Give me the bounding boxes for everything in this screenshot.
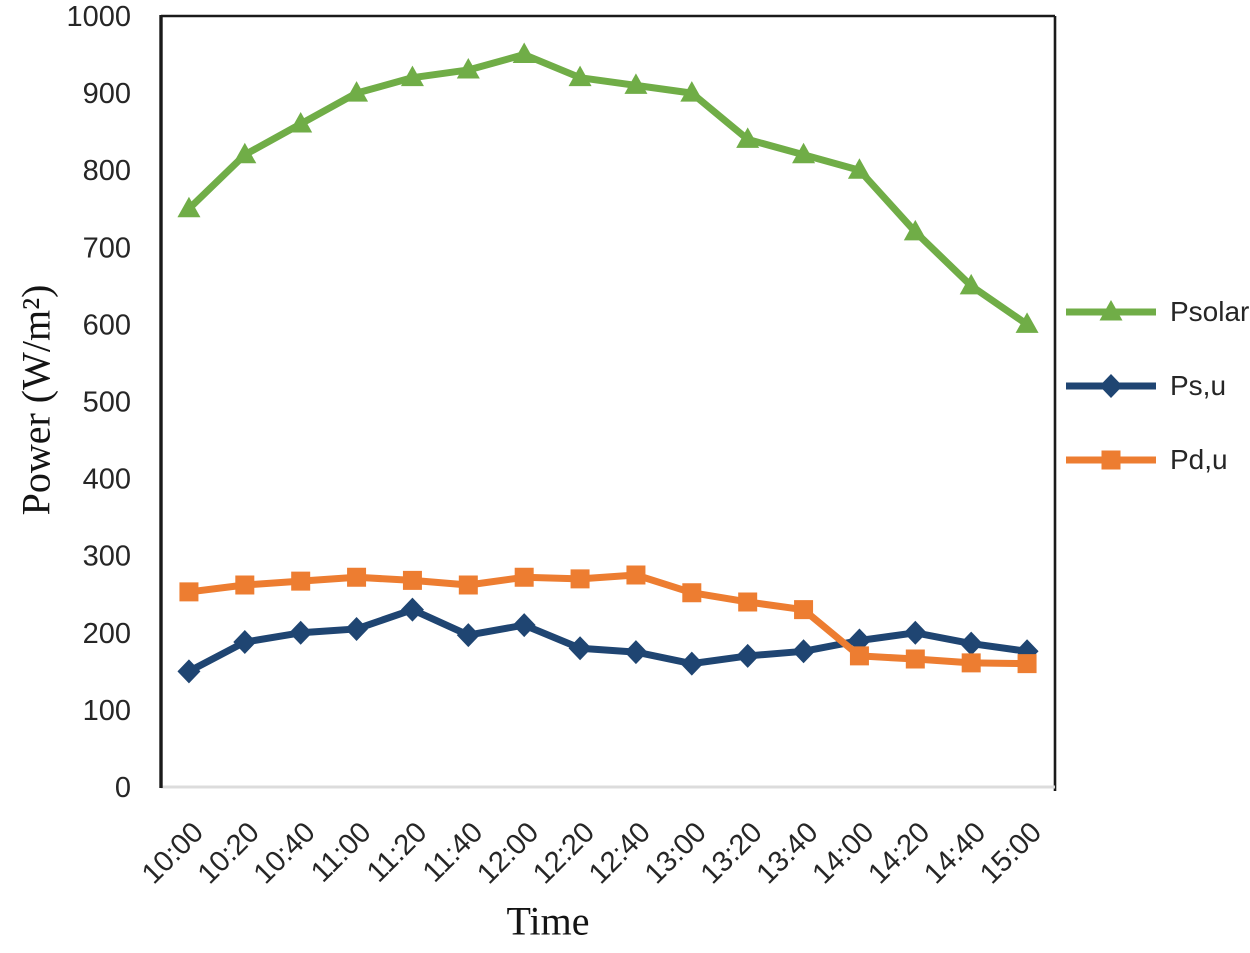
x-tick-label: 14:20 xyxy=(862,816,936,890)
x-tick-label: 11:20 xyxy=(361,816,433,888)
y-tick-label: 800 xyxy=(83,155,131,187)
data-point-Pd,u xyxy=(179,582,199,602)
x-tick-label: 11:40 xyxy=(417,816,489,888)
x-tick-label: 12:40 xyxy=(583,816,657,890)
series-line-Psolar xyxy=(185,51,1031,328)
legend-label-psolar: Psolar xyxy=(1170,296,1250,327)
psu-line-marker-swatch xyxy=(1066,374,1156,398)
data-point-Psolar xyxy=(512,42,536,64)
data-point-Pd,u xyxy=(514,567,534,587)
data-point-Psolar xyxy=(456,57,480,79)
data-point-Pd,u xyxy=(849,646,869,666)
data-point-Psolar xyxy=(847,158,871,179)
x-tick-label: 10:20 xyxy=(192,816,266,890)
legend-item-psolar: Psolar xyxy=(1064,288,1249,336)
data-point-Ps,u xyxy=(959,631,983,656)
data-point-Pd,u xyxy=(402,570,422,590)
data-point-Ps,u xyxy=(568,636,592,661)
x-tick-label: 14:00 xyxy=(806,816,880,890)
y-axis-title: Power (W/m²) xyxy=(13,284,59,516)
y-tick-label: 500 xyxy=(83,387,131,419)
data-point-Psolar xyxy=(177,196,201,218)
legend-item-psu: Ps,u xyxy=(1064,362,1249,410)
legend-item-pdu: Pd,u xyxy=(1064,436,1249,484)
data-point-Pd,u xyxy=(794,600,814,620)
y-tick-label: 200 xyxy=(83,618,131,650)
legend-marker-Pd,u xyxy=(1101,450,1121,470)
data-point-Pd,u xyxy=(347,567,367,587)
y-tick-label: 400 xyxy=(83,464,131,496)
data-point-Psolar xyxy=(289,111,313,133)
pdu-line-marker-swatch xyxy=(1066,450,1156,470)
y-tick-label: 300 xyxy=(83,541,131,573)
x-tick-label: 13:00 xyxy=(639,816,713,890)
x-axis-title: Time xyxy=(506,898,590,944)
data-point-Psolar xyxy=(792,142,816,164)
x-tick-label: 13:20 xyxy=(695,816,769,890)
data-point-Pd,u xyxy=(961,653,981,673)
data-point-Pd,u xyxy=(570,569,590,589)
data-point-Ps,u xyxy=(512,613,536,638)
chart-legend: Psolar Ps,u Pd,u xyxy=(1064,288,1249,484)
series-line-Pd,u xyxy=(185,571,1031,668)
x-tick-label: 11:00 xyxy=(305,816,377,888)
x-tick-label: 10:40 xyxy=(248,816,322,890)
y-tick-label: 1000 xyxy=(66,1,131,33)
legend-marker-Psolar xyxy=(1099,300,1123,321)
series-line-Ps,u xyxy=(185,606,1031,675)
data-point-Pd,u xyxy=(905,649,925,669)
legend-label-psu: Ps,u xyxy=(1170,370,1227,401)
psolar-line-marker-swatch xyxy=(1066,300,1156,321)
data-point-Ps,u xyxy=(400,597,424,622)
data-point-Ps,u xyxy=(792,639,816,664)
data-point-Pd,u xyxy=(626,565,646,585)
data-point-Psolar xyxy=(903,219,927,241)
data-point-Ps,u xyxy=(345,616,369,641)
y-tick-label: 600 xyxy=(83,309,131,341)
data-point-Psolar xyxy=(959,273,983,295)
data-point-Psolar xyxy=(624,73,648,94)
data-point-Ps,u xyxy=(177,659,201,684)
data-point-Ps,u xyxy=(624,640,648,665)
data-point-Pd,u xyxy=(291,571,311,591)
data-point-Pd,u xyxy=(682,583,702,603)
data-point-Psolar xyxy=(1015,312,1039,333)
y-tick-label: 900 xyxy=(83,78,131,110)
data-point-Ps,u xyxy=(903,620,927,645)
data-point-Psolar xyxy=(568,65,592,87)
data-point-Pd,u xyxy=(738,592,758,612)
x-tick-label: 12:00 xyxy=(471,816,545,890)
data-point-Ps,u xyxy=(456,623,480,648)
data-point-Psolar xyxy=(680,81,704,102)
x-tick-label: 14:40 xyxy=(918,816,992,890)
x-tick-label: 13:40 xyxy=(751,816,825,890)
data-point-Psolar xyxy=(400,65,424,87)
y-tick-label: 700 xyxy=(83,232,131,264)
data-point-Ps,u xyxy=(233,630,257,655)
y-tick-label: 0 xyxy=(115,772,131,804)
data-point-Ps,u xyxy=(736,643,760,668)
legend-label-pdu: Pd,u xyxy=(1170,444,1228,475)
data-point-Ps,u xyxy=(289,620,313,645)
y-tick-label: 100 xyxy=(83,695,131,727)
data-point-Pd,u xyxy=(235,575,255,595)
data-point-Pd,u xyxy=(1017,654,1037,674)
legend-marker-Ps,u xyxy=(1099,374,1123,398)
data-point-Psolar xyxy=(736,127,760,148)
data-point-Ps,u xyxy=(680,651,704,676)
x-tick-label: 12:20 xyxy=(527,816,601,890)
x-tick-label: 10:00 xyxy=(136,816,210,890)
data-point-Psolar xyxy=(345,81,369,102)
data-point-Psolar xyxy=(233,142,257,164)
data-point-Pd,u xyxy=(458,575,478,595)
x-tick-label: 15:00 xyxy=(974,816,1048,890)
